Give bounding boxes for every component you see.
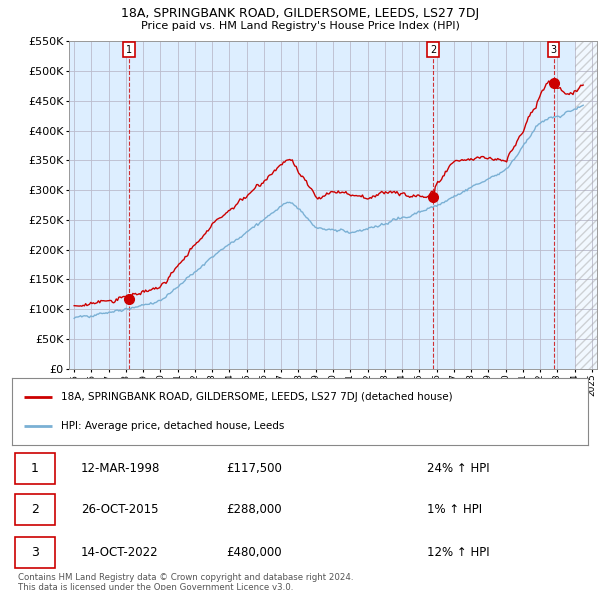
Text: Contains HM Land Registry data © Crown copyright and database right 2024.: Contains HM Land Registry data © Crown c… (18, 573, 353, 582)
Text: HPI: Average price, detached house, Leeds: HPI: Average price, detached house, Leed… (61, 421, 284, 431)
Bar (575, 41, 597, 369)
Text: £480,000: £480,000 (226, 546, 282, 559)
Text: 12% ↑ HPI: 12% ↑ HPI (427, 546, 490, 559)
Text: 2: 2 (31, 503, 39, 516)
Bar (575, 41, 597, 369)
Text: £117,500: £117,500 (226, 462, 282, 475)
Text: 1% ↑ HPI: 1% ↑ HPI (427, 503, 482, 516)
FancyBboxPatch shape (15, 453, 55, 484)
Text: 3: 3 (31, 546, 39, 559)
Text: £288,000: £288,000 (226, 503, 282, 516)
Text: This data is licensed under the Open Government Licence v3.0.: This data is licensed under the Open Gov… (18, 583, 293, 590)
Text: 1: 1 (126, 45, 132, 54)
Text: 24% ↑ HPI: 24% ↑ HPI (427, 462, 490, 475)
Text: 18A, SPRINGBANK ROAD, GILDERSOME, LEEDS, LS27 7DJ (detached house): 18A, SPRINGBANK ROAD, GILDERSOME, LEEDS,… (61, 392, 452, 402)
Text: Price paid vs. HM Land Registry's House Price Index (HPI): Price paid vs. HM Land Registry's House … (140, 21, 460, 31)
Text: 12-MAR-1998: 12-MAR-1998 (81, 462, 160, 475)
FancyBboxPatch shape (15, 537, 55, 568)
Text: 1: 1 (31, 462, 39, 475)
Text: 2: 2 (430, 45, 437, 54)
Text: 3: 3 (550, 45, 557, 54)
Text: 18A, SPRINGBANK ROAD, GILDERSOME, LEEDS, LS27 7DJ: 18A, SPRINGBANK ROAD, GILDERSOME, LEEDS,… (121, 7, 479, 20)
Text: 14-OCT-2022: 14-OCT-2022 (81, 546, 159, 559)
Text: 26-OCT-2015: 26-OCT-2015 (81, 503, 158, 516)
FancyBboxPatch shape (15, 494, 55, 525)
